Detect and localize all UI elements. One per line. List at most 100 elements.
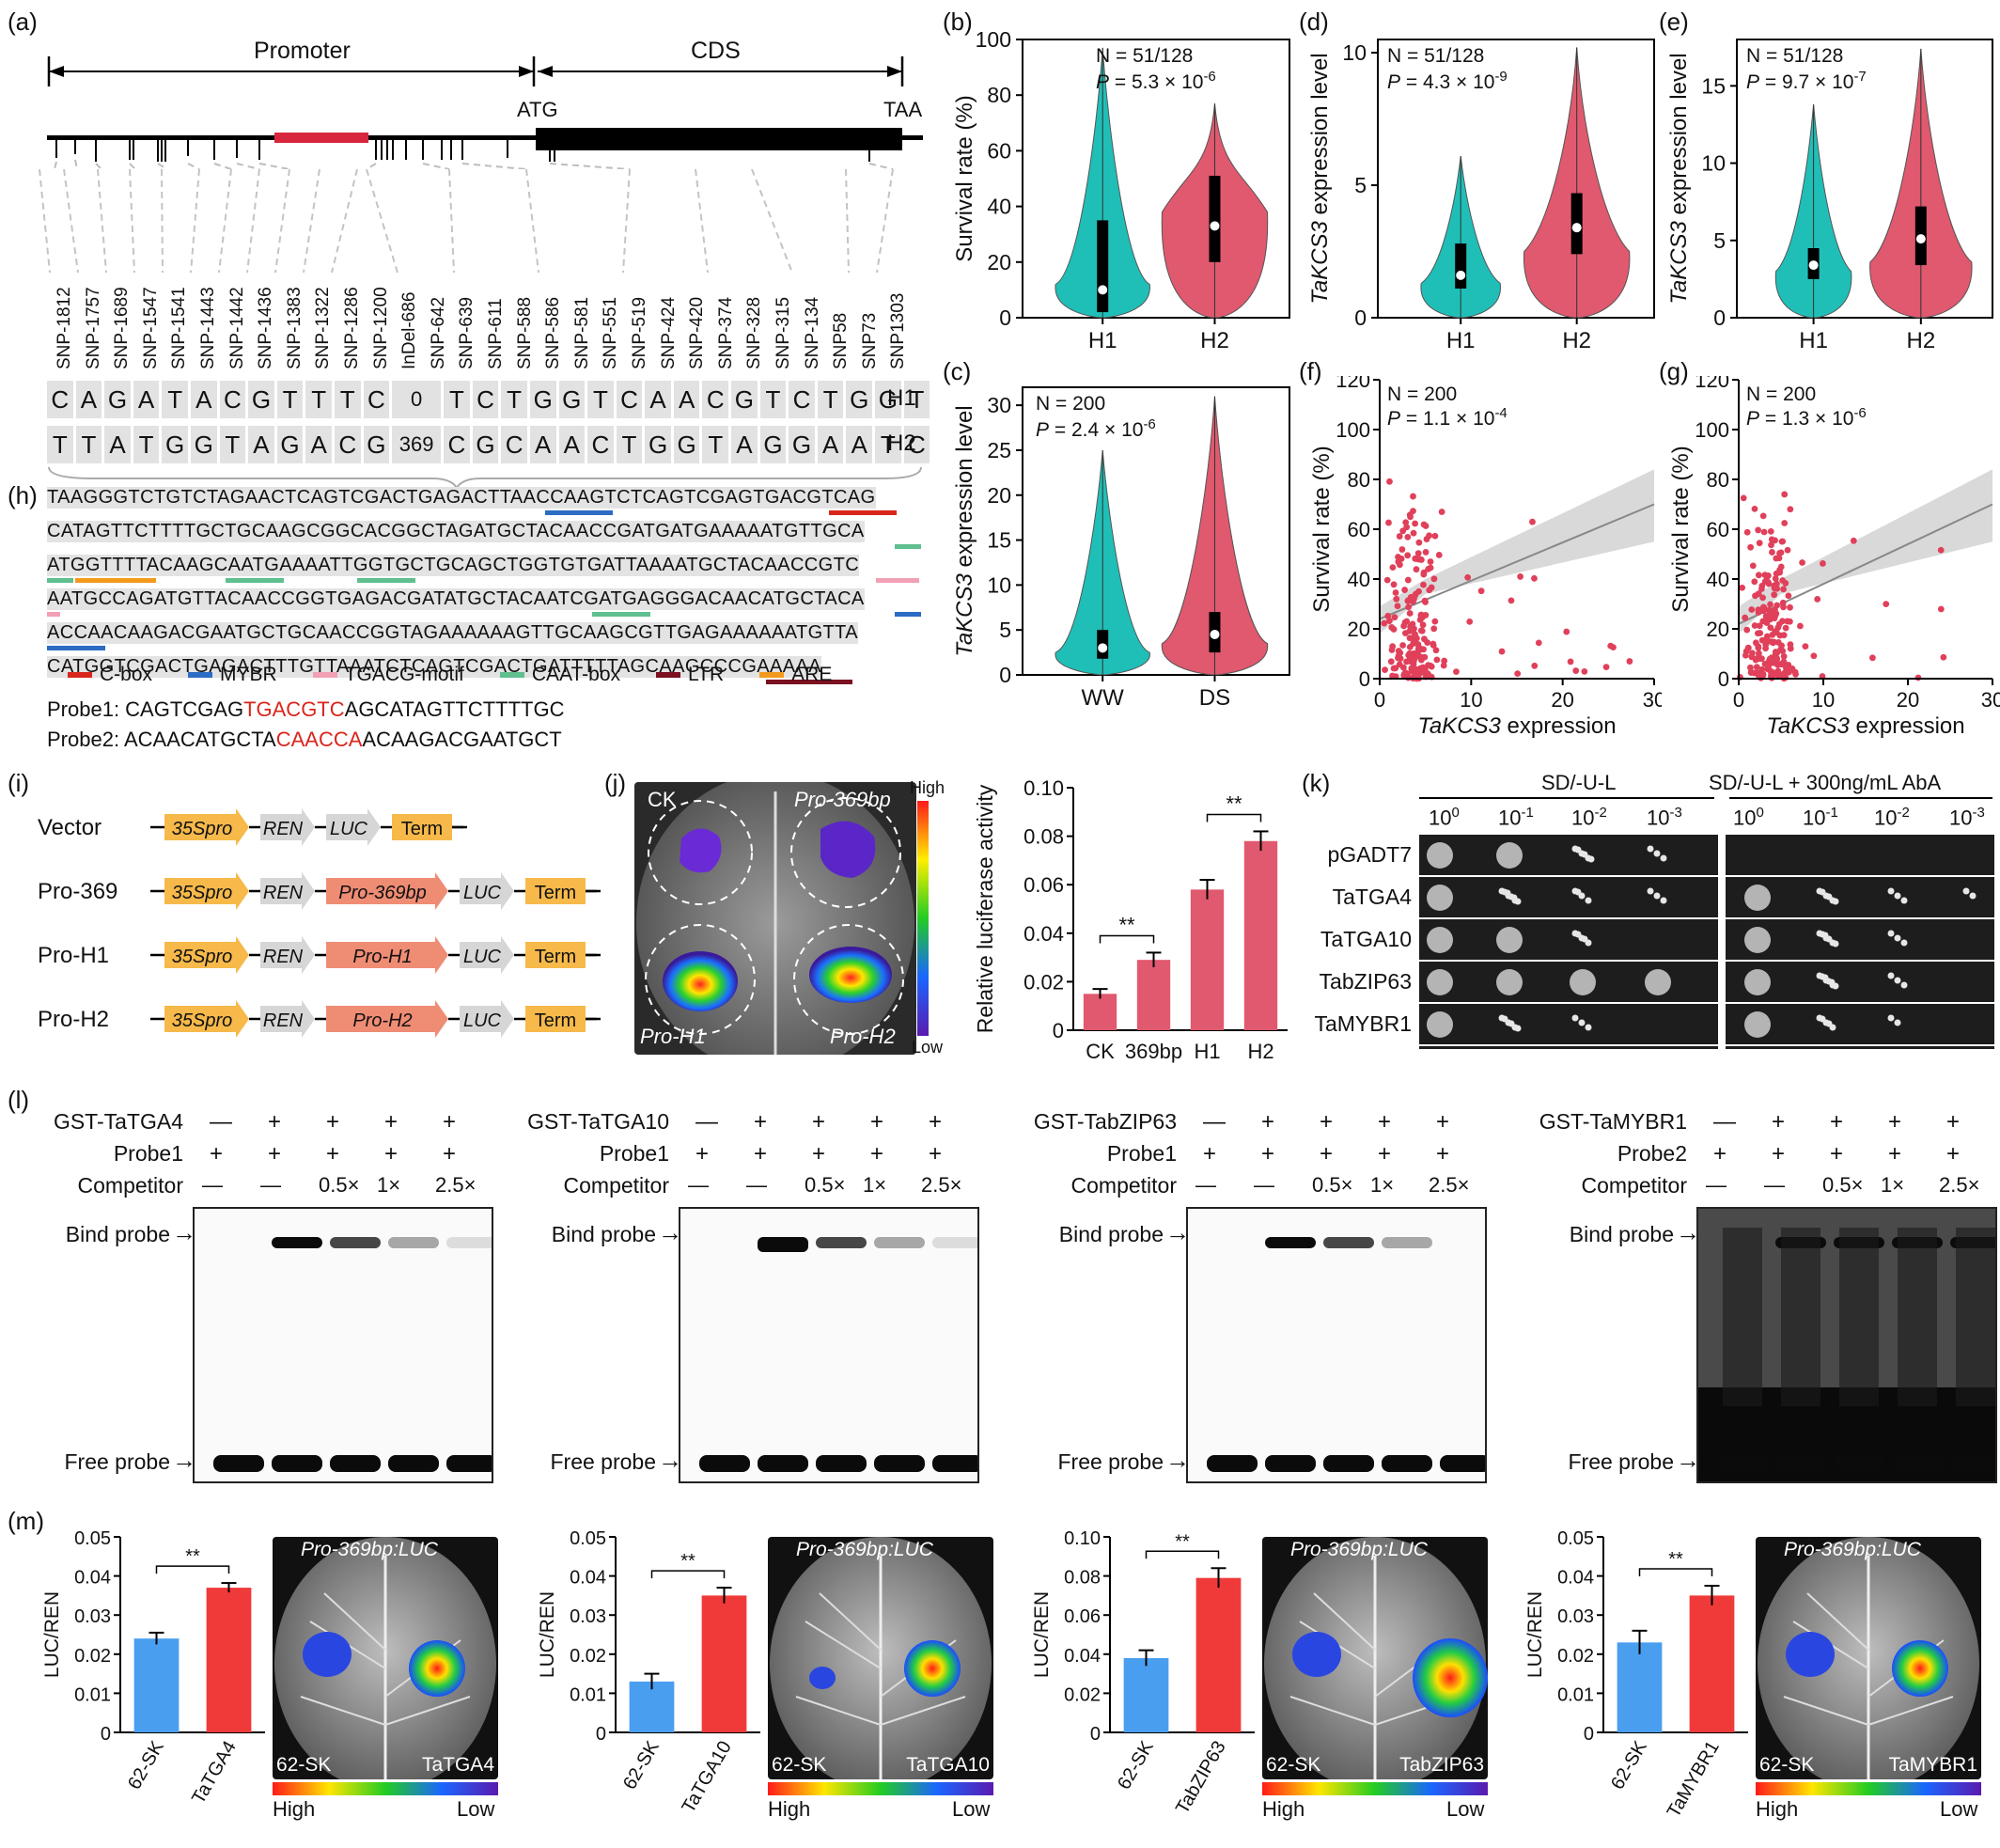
- dilution-label: 10-3: [1647, 805, 1682, 830]
- allele-cell: T: [587, 381, 614, 418]
- allele-cell: T: [903, 381, 930, 418]
- scatter-point: [1412, 555, 1419, 562]
- annotation-n: N = 51/128: [1387, 45, 1484, 67]
- yeast-spot: [1427, 969, 1453, 995]
- scatter-point: [1410, 640, 1417, 648]
- emsa-competitor: —: [260, 1173, 281, 1197]
- allele-cell: A: [248, 426, 274, 463]
- sequence-line-6: CATGGTCGACTGAGACTTTGTTAAATCTCAGTCGACTGAT…: [47, 656, 821, 678]
- panel-label-f: (f): [1299, 357, 1322, 385]
- x-tick-label: 20: [1897, 688, 1919, 712]
- scatter-point: [1782, 624, 1789, 632]
- y-axis-label: TaKCS3 expression level: [952, 405, 977, 656]
- emsa-mark: +: [326, 1141, 340, 1167]
- y-tick-label: 15: [1701, 73, 1726, 98]
- scatter-point: [1761, 660, 1769, 667]
- emsa-mark: +: [1830, 1109, 1844, 1135]
- scatter-point: [1776, 550, 1783, 556]
- luciferase-leaf-image-m: [1262, 1537, 1488, 1779]
- scatter-point: [1759, 512, 1767, 520]
- leaf-left-label: 62-SK: [772, 1754, 827, 1776]
- yeast-row-label: TaTGA10: [1320, 927, 1412, 951]
- allele-cell: C: [587, 426, 614, 463]
- emsa-competitor: 2.5×: [921, 1173, 962, 1197]
- yeast-colony: [1504, 889, 1511, 897]
- snp-name: SNP-424: [658, 296, 679, 369]
- scatter-point: [1410, 667, 1417, 675]
- scatter-point: [1387, 658, 1395, 666]
- bar: [701, 1595, 747, 1732]
- scatter-point: [1760, 528, 1768, 536]
- scale-high: High: [768, 1797, 811, 1821]
- snp-name: SNP-586: [543, 296, 564, 369]
- allele-cell: A: [673, 381, 700, 418]
- scatter-point: [1422, 549, 1430, 556]
- yeast-spot: [1744, 885, 1771, 911]
- y-tick-label: 0.06: [1023, 873, 1064, 897]
- y-tick-label: 40: [987, 195, 1011, 219]
- yeast-colony: [1819, 1015, 1826, 1023]
- arrow-icon: →: [172, 1446, 196, 1474]
- snp-name: SNP-1757: [83, 287, 103, 369]
- sequence-line-5: ACCAACAAGACGAATGCTGCAACCGGTAGAAAAAAGTTGC…: [47, 622, 859, 644]
- yeast-colony: [1653, 892, 1661, 900]
- scale-low-j: Low: [912, 1038, 944, 1057]
- emsa-mark: +: [870, 1141, 884, 1167]
- y-tick-label: 0: [1354, 305, 1367, 330]
- y-tick-label: 0: [1584, 1724, 1594, 1745]
- allele-cell: C: [219, 381, 246, 418]
- y-axis-label: Survival rate (%): [1668, 446, 1694, 612]
- y-tick-label: 10: [987, 572, 1011, 597]
- y-tick-label: 0: [1090, 1724, 1101, 1745]
- leaf-right-label: TabZIP63: [1399, 1754, 1484, 1776]
- scatter-point: [1753, 655, 1759, 663]
- scatter-point: [1508, 597, 1515, 604]
- emsa-mark: +: [443, 1109, 457, 1135]
- x-tick-label: H1: [1799, 328, 1828, 353]
- scatter-point: [1780, 632, 1788, 639]
- scatter-point: [1785, 661, 1792, 668]
- construct-part: Pro-H1: [352, 947, 412, 967]
- median-point: [1210, 629, 1220, 639]
- yeast-colony: [1894, 934, 1901, 942]
- emsa-competitor: 0.5×: [805, 1173, 846, 1197]
- allele-cell: A: [529, 426, 556, 463]
- snp-name: SNP-639: [457, 296, 477, 369]
- y-tick-label: 0: [1053, 1019, 1064, 1042]
- leaf-left-label: 62-SK: [1759, 1754, 1815, 1776]
- median-point: [1098, 285, 1108, 295]
- allele-cell: A: [305, 426, 332, 463]
- snp-name: SNP-420: [687, 296, 708, 369]
- y-tick-label: 0.05: [1557, 1528, 1594, 1549]
- x-tick-label: H1: [1194, 1040, 1220, 1063]
- emsa-mark: +: [443, 1141, 457, 1167]
- scatter-point: [1441, 657, 1448, 665]
- median-point: [1456, 270, 1466, 280]
- scatter-point: [1753, 664, 1760, 671]
- scatter-point: [1464, 573, 1472, 581]
- bar: [1123, 1657, 1169, 1732]
- scatter-point: [1428, 584, 1435, 591]
- y-tick-label: 0: [1359, 667, 1370, 691]
- leaf-right-label: TaTGA10: [906, 1754, 990, 1776]
- construct-part: LUC: [330, 819, 368, 839]
- construct-part: Term: [535, 883, 576, 903]
- allele-cell: T: [47, 426, 73, 463]
- emsa-bind-probe: Bind probe: [1058, 1222, 1164, 1246]
- dilution-label: 10-2: [1874, 805, 1910, 830]
- snp-name: SNP-519: [630, 296, 649, 369]
- snp-name: SNP-1547: [140, 287, 161, 369]
- snp-name: SNP-328: [744, 296, 765, 369]
- allele-cell: C: [702, 381, 729, 418]
- median-point: [1808, 260, 1819, 271]
- emsa-competitor: 2.5×: [1429, 1173, 1470, 1197]
- y-tick-label: 40: [1707, 568, 1729, 591]
- y-axis-label: LUC/REN: [41, 1591, 63, 1678]
- y-axis-label: TaKCS3 expression level: [1666, 53, 1692, 304]
- scatter-point: [1392, 665, 1399, 672]
- scatter-point: [1810, 652, 1818, 660]
- panel-label-a: (a): [8, 8, 38, 36]
- bar: [133, 1638, 180, 1732]
- emsa-mark: +: [1436, 1141, 1450, 1167]
- yeast-spot: [1744, 969, 1771, 995]
